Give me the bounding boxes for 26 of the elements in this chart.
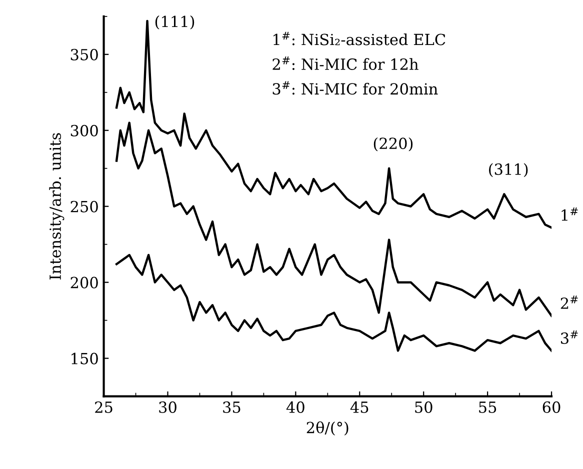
y-tick-label: 200 xyxy=(70,276,98,288)
annotation: 2$^{#}$: Ni-MIC for 12h xyxy=(272,56,418,70)
series-label: 3$^{#}$ xyxy=(561,330,578,344)
y-tick-label: 250 xyxy=(70,200,98,212)
series-label: 1$^{#}$ xyxy=(562,207,578,221)
y-tick-label: 150 xyxy=(72,352,98,364)
y-tick-label: 300 xyxy=(70,124,98,136)
line-series xyxy=(115,122,552,317)
annotation: (311) xyxy=(489,163,528,178)
x-tick-label: 50 xyxy=(415,401,432,413)
annotation: (111) xyxy=(155,15,194,30)
x-tick-label: 30 xyxy=(159,401,176,413)
x-tick-label: 40 xyxy=(286,401,304,413)
x-tick-label: 60 xyxy=(542,401,560,413)
x-axis-title: 2θ/(°) xyxy=(306,421,348,436)
x-tick-label: 35 xyxy=(223,401,240,413)
y-axis-title: Intensity/arb. units xyxy=(49,133,64,280)
x-tick-label: 25 xyxy=(95,401,112,413)
annotation: 3$^{#}$: Ni-MIC for 20min xyxy=(272,81,438,95)
x-tick-label: 45 xyxy=(350,401,368,413)
series-label: 2$^{#}$ xyxy=(560,296,578,309)
y-tick-label: 350 xyxy=(70,48,98,60)
annotation: (220) xyxy=(374,137,413,152)
x-tick-label: 55 xyxy=(479,402,496,413)
annotation: 1$^{#}$: NiSi₂-assisted ELC xyxy=(274,32,446,46)
line-series xyxy=(115,254,552,352)
